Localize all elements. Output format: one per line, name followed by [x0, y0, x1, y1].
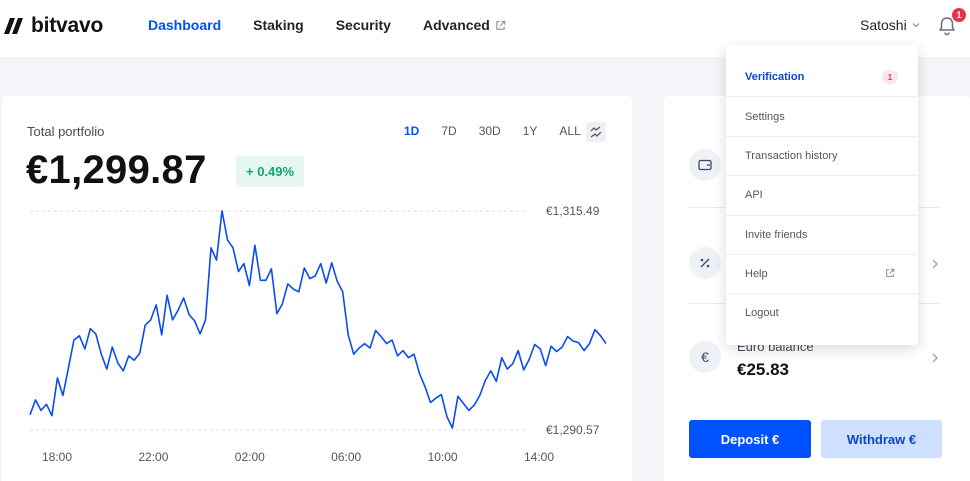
notification-badge: 1: [951, 7, 967, 23]
user-dropdown-menu: Verification 1 Settings Transaction hist…: [726, 45, 918, 345]
menu-divider: [726, 175, 918, 176]
menu-item-transaction-history[interactable]: Transaction history: [726, 136, 918, 175]
menu-item-transaction-history-label: Transaction history: [745, 149, 838, 162]
user-name: Satoshi: [860, 17, 907, 33]
x-tick-label: 06:00: [331, 450, 361, 464]
portfolio-value: €1,299.87: [26, 148, 207, 192]
menu-item-invite-friends-label: Invite friends: [745, 228, 808, 241]
user-menu-toggle[interactable]: Satoshi: [860, 17, 920, 33]
nav-security[interactable]: Security: [336, 17, 391, 33]
menu-item-verification[interactable]: Verification 1: [726, 57, 918, 96]
menu-divider: [726, 136, 918, 137]
euro-icon: €: [689, 341, 721, 373]
time-range-selector: 1D 7D 30D 1Y ALL: [404, 124, 603, 138]
x-tick-label: 14:00: [524, 450, 554, 464]
portfolio-card: Total portfolio €1,299.87 + 0.49% 1D 7D …: [2, 96, 632, 481]
euro-glyph: €: [701, 349, 709, 365]
nav-advanced-label: Advanced: [422, 17, 490, 33]
menu-item-invite-friends[interactable]: Invite friends: [726, 215, 918, 254]
verification-badge: 1: [882, 70, 898, 84]
menu-item-logout-label: Logout: [745, 306, 779, 319]
high-marker-label: €1,315.49: [546, 204, 600, 218]
logo-mark-icon: [4, 18, 23, 34]
menu-item-api-label: API: [745, 188, 763, 201]
menu-divider: [726, 96, 918, 97]
nav-staking[interactable]: Staking: [253, 17, 304, 33]
range-all[interactable]: ALL: [559, 124, 581, 138]
x-tick-label: 02:00: [235, 450, 265, 464]
menu-divider: [726, 293, 918, 294]
low-marker-label: €1,290.57: [546, 423, 600, 437]
portfolio-label: Total portfolio: [27, 124, 105, 139]
bell-icon[interactable]: [936, 15, 958, 37]
range-30d[interactable]: 30D: [478, 124, 501, 138]
chart-compare-button[interactable]: [586, 122, 606, 142]
range-1y[interactable]: 1Y: [522, 124, 538, 138]
menu-item-settings[interactable]: Settings: [726, 97, 918, 136]
chevron-right-icon[interactable]: [932, 259, 938, 269]
deposit-button[interactable]: Deposit €: [689, 420, 811, 458]
portfolio-series-line: [29, 210, 607, 429]
nav-security-label: Security: [335, 17, 391, 33]
x-tick-label: 18:00: [42, 450, 72, 464]
chevron-right-icon[interactable]: [932, 353, 938, 363]
top-navigation-bar: bitvavo Dashboard Staking Security Advan…: [0, 0, 970, 57]
wallet-icon: [689, 149, 721, 181]
withdraw-button[interactable]: Withdraw €: [821, 420, 942, 458]
nav-dashboard-label: Dashboard: [148, 17, 222, 33]
menu-item-logout[interactable]: Logout: [726, 293, 918, 332]
menu-divider: [726, 254, 918, 255]
external-link-icon: [496, 20, 506, 30]
euro-balance-value: €25.83: [737, 360, 789, 379]
chevron-down-icon: [912, 23, 920, 28]
range-1d[interactable]: 1D: [404, 124, 420, 138]
range-7d[interactable]: 7D: [441, 124, 457, 138]
main-nav: Dashboard Staking Security Advanced: [148, 17, 538, 33]
portfolio-chart[interactable]: €1,315.49 €1,290.57 18:00 22:00 02:00 06:00…: [2, 96, 632, 481]
nav-dashboard[interactable]: Dashboard: [148, 17, 221, 33]
menu-item-help-label: Help: [745, 267, 768, 280]
menu-item-verification-label: Verification: [745, 70, 805, 83]
external-link-icon: [886, 268, 895, 277]
x-tick-label: 22:00: [138, 450, 168, 464]
menu-divider: [726, 215, 918, 216]
nav-advanced[interactable]: Advanced: [423, 17, 506, 33]
percent-icon: [689, 247, 721, 279]
logo-text: bitvavo: [31, 14, 104, 37]
portfolio-change-badge: + 0.49%: [236, 156, 305, 187]
nav-staking-label: Staking: [253, 17, 304, 33]
bitvavo-logo[interactable]: bitvavo: [3, 14, 103, 38]
menu-item-help[interactable]: Help: [726, 254, 918, 293]
menu-item-settings-label: Settings: [745, 110, 785, 123]
x-tick-label: 10:00: [428, 450, 458, 464]
menu-item-api[interactable]: API: [726, 175, 918, 214]
compare-arrows-icon: [590, 126, 602, 138]
